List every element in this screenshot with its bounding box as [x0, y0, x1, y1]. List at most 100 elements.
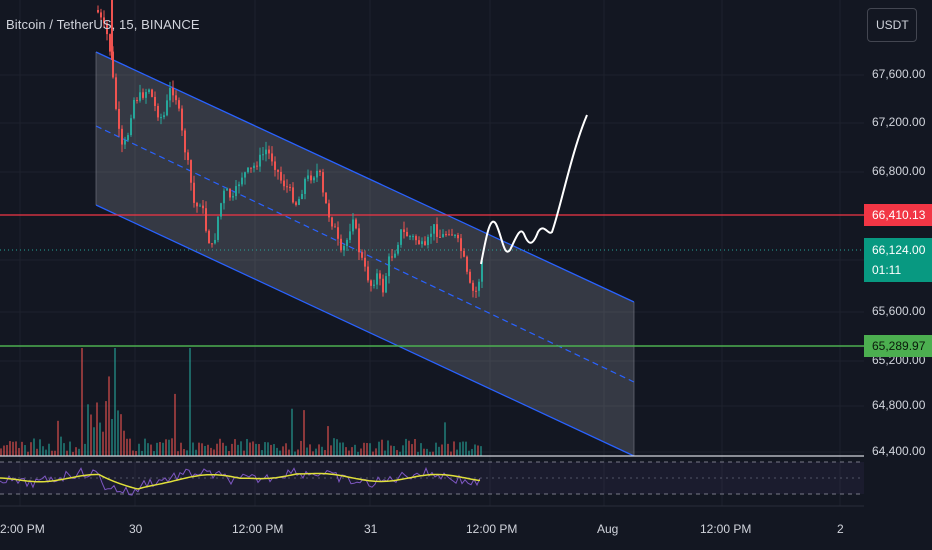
- candle-body: [361, 252, 363, 258]
- volume-bar: [87, 404, 89, 456]
- time-axis-label: 12:00 PM: [466, 522, 518, 536]
- channel-lower-line[interactable]: [95, 204, 635, 457]
- volume-bar: [174, 393, 176, 456]
- volume-bar: [405, 438, 407, 456]
- volume-bar: [12, 441, 14, 456]
- candle-body: [388, 256, 390, 277]
- volume-bar: [414, 439, 416, 456]
- candle-body: [97, 10, 99, 13]
- candle-body: [208, 230, 210, 244]
- volume-bar: [435, 442, 437, 456]
- volume-bar: [102, 431, 104, 456]
- volume-bar: [444, 422, 446, 456]
- candle-body: [457, 234, 459, 239]
- volume-bar: [75, 447, 77, 456]
- candle-body: [358, 228, 360, 253]
- current-price-value: 66,124.00: [872, 243, 926, 257]
- candle-body: [421, 241, 423, 245]
- volume-bar: [252, 441, 254, 456]
- volume-bar: [456, 449, 458, 456]
- currency-button[interactable]: USDT: [867, 8, 917, 42]
- candle-body: [463, 250, 465, 257]
- candle-body: [202, 205, 204, 209]
- candle-body: [235, 186, 237, 197]
- candle-body: [109, 34, 111, 52]
- volume-bar: [342, 442, 344, 456]
- candle-body: [184, 130, 186, 153]
- volume-bar: [261, 450, 263, 456]
- volume-bar: [459, 442, 461, 456]
- volume-bar: [297, 449, 299, 456]
- volume-bar: [153, 451, 155, 456]
- candle-body: [226, 188, 228, 191]
- volume-bar: [396, 450, 398, 456]
- candle-body: [247, 167, 249, 173]
- volume-bar: [441, 444, 443, 456]
- candle-body: [322, 172, 324, 193]
- candle-body: [274, 161, 276, 170]
- candle-body: [307, 175, 309, 179]
- volume-bar: [48, 443, 50, 456]
- volume-bar: [180, 442, 182, 456]
- candle-body: [295, 202, 297, 205]
- candle-body: [157, 105, 159, 118]
- volume-bar: [60, 436, 62, 456]
- volume-bar: [333, 438, 335, 456]
- candle-body: [229, 188, 231, 198]
- time-axis-label: 12:00 PM: [700, 522, 752, 536]
- volume-bar: [72, 451, 74, 456]
- volume-bar: [168, 439, 170, 456]
- symbol-title[interactable]: Bitcoin / TetherUS, 15, BINANCE: [6, 17, 200, 32]
- volume-bar: [39, 439, 41, 456]
- candle-body: [124, 140, 126, 145]
- volume-bar: [132, 450, 134, 456]
- candle-body: [301, 193, 303, 200]
- volume-bar: [156, 442, 158, 456]
- volume-bar: [3, 445, 5, 456]
- volume-bar: [243, 450, 245, 456]
- candle-body: [286, 186, 288, 188]
- candle-body: [106, 23, 108, 35]
- volume-bar: [369, 443, 371, 456]
- volume-bar: [9, 441, 11, 456]
- volume-bar: [288, 449, 290, 456]
- volume-bar: [294, 451, 296, 456]
- candle-body: [373, 284, 375, 286]
- volume-bar: [147, 443, 149, 456]
- volume-bar: [225, 445, 227, 456]
- volume-bar: [42, 446, 44, 456]
- volume-bar: [129, 438, 131, 456]
- volume-bar: [177, 451, 179, 456]
- channel-upper-line[interactable]: [95, 51, 635, 303]
- candle-body: [430, 233, 432, 237]
- rsi-ma-line: [0, 472, 481, 490]
- projection-path[interactable]: [480, 114, 588, 265]
- candle-body: [271, 153, 273, 162]
- price-axis-label: 67,600.00: [872, 67, 926, 81]
- volume-bar: [246, 438, 248, 456]
- candlesticks[interactable]: [97, 0, 483, 298]
- candle-body: [376, 273, 378, 285]
- candle-body: [151, 89, 153, 97]
- candle-body: [178, 100, 180, 109]
- candle-body: [142, 92, 144, 98]
- current-price-tag: 66,124.00 01:11: [864, 238, 932, 282]
- candle-body: [418, 240, 420, 245]
- candle-body: [409, 236, 411, 238]
- candle-body: [160, 117, 162, 119]
- volume-bar: [282, 446, 284, 456]
- volume-bar: [378, 441, 380, 456]
- candle-body: [262, 154, 264, 156]
- candle-body: [400, 229, 402, 245]
- volume-bar: [96, 402, 98, 456]
- volume-bar: [222, 442, 224, 456]
- time-axis-label: 12:00 PM: [232, 522, 284, 536]
- volume-bar: [381, 439, 383, 456]
- volume-bar: [420, 443, 422, 456]
- volume-bar: [195, 449, 197, 456]
- volume-bar: [318, 444, 320, 456]
- candle-body: [241, 177, 243, 185]
- volume-bar: [279, 450, 281, 456]
